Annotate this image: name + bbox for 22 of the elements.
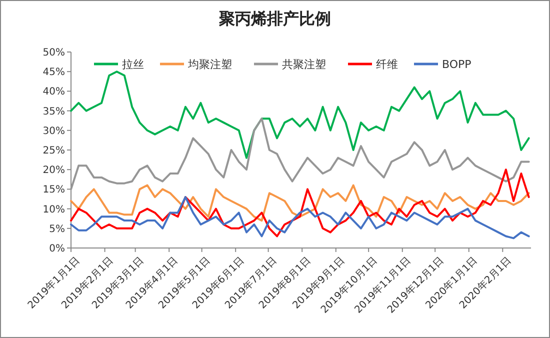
y-tick-label: 45%	[42, 67, 65, 78]
legend-label: 拉丝	[122, 58, 144, 71]
chart-title: 聚丙烯排产比例	[218, 9, 331, 28]
legend-label: BOPP	[442, 58, 472, 71]
line-series	[70, 196, 530, 240]
y-tick-label: 10%	[42, 204, 65, 216]
y-tick-label: 20%	[42, 165, 65, 176]
y-tick-label: 50%	[42, 48, 65, 58]
legend-label: 均聚注塑	[187, 58, 232, 71]
legend-label: 共聚注塑	[282, 58, 326, 71]
line-series	[70, 118, 530, 190]
y-tick-label: 0%	[49, 244, 65, 254]
y-tick-label: 15%	[42, 184, 65, 196]
line-series	[70, 168, 530, 238]
line-series	[70, 184, 530, 222]
y-tick-label: 5%	[49, 224, 65, 235]
line-series	[70, 70, 530, 159]
legend-label: 纤维	[376, 58, 398, 71]
y-tick-label: 35%	[42, 106, 65, 118]
y-tick-label: 40%	[42, 86, 65, 98]
y-tick-label: 25%	[42, 146, 65, 156]
y-tick-label: 30%	[42, 126, 65, 137]
